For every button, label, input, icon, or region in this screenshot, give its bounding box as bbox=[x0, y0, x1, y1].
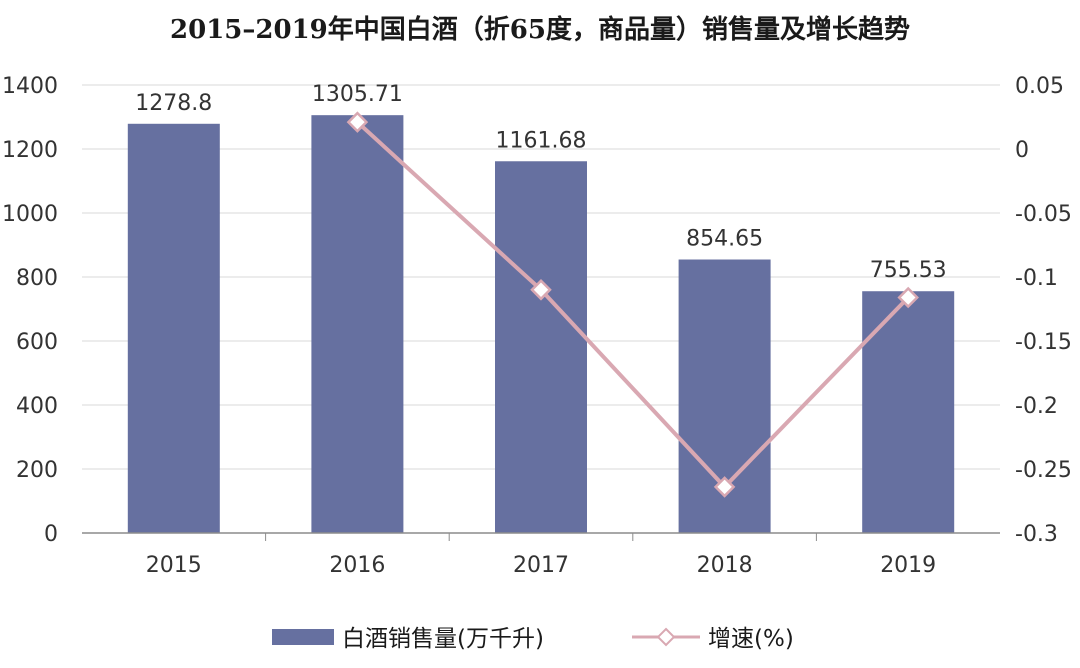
line-point bbox=[530, 279, 552, 301]
bar bbox=[127, 123, 220, 533]
legend-bar-label: 白酒销售量(万千升) bbox=[342, 626, 544, 652]
y-left-tick-label: 1200 bbox=[2, 138, 58, 163]
y-right-tick-label: 0.05 bbox=[1015, 74, 1064, 99]
y-left-tick-label: 1000 bbox=[2, 202, 58, 227]
bar bbox=[862, 291, 955, 533]
y-right-tick-label: -0.2 bbox=[1015, 394, 1058, 419]
y-left-tick-label: 800 bbox=[16, 266, 58, 291]
y-right-tick-label: 0 bbox=[1015, 138, 1029, 163]
x-tick-label: 2017 bbox=[513, 553, 569, 578]
bar-series bbox=[127, 115, 955, 534]
y-right-tick-label: -0.3 bbox=[1015, 522, 1058, 547]
x-tick-label: 2019 bbox=[880, 553, 936, 578]
legend-line-label: 增速(%) bbox=[708, 626, 794, 652]
x-tick-label: 2018 bbox=[697, 553, 753, 578]
line-point bbox=[897, 286, 919, 309]
y-left-tick-label: 0 bbox=[44, 522, 58, 547]
y-right-tick-label: -0.05 bbox=[1015, 202, 1072, 227]
bar bbox=[495, 161, 587, 534]
y-left-tick-label: 600 bbox=[16, 330, 58, 355]
bar bbox=[311, 115, 404, 534]
growth-line bbox=[356, 120, 910, 490]
y-right-tick-label: -0.15 bbox=[1015, 330, 1072, 355]
legend-bar-swatch bbox=[272, 629, 334, 645]
legend-line-marker bbox=[656, 627, 676, 647]
bar-data-label: 1305.71 bbox=[312, 82, 403, 107]
line-point bbox=[713, 476, 736, 498]
x-tick-label: 2015 bbox=[146, 553, 202, 578]
y-right-tick-label: -0.25 bbox=[1015, 458, 1072, 483]
chart-title: 2015–2019年中国白酒（折65度，商品量）销售量及增长趋势 bbox=[170, 14, 910, 45]
bar-data-label: 755.53 bbox=[870, 258, 947, 283]
y-left-tick-label: 400 bbox=[16, 394, 58, 419]
y-right-tick-label: -0.1 bbox=[1015, 266, 1058, 291]
bar-data-label: 1278.8 bbox=[135, 91, 212, 116]
y-axis-right: -0.3 -0.25 -0.2 -0.15 -0.1 -0.05 0 0.05 bbox=[1015, 74, 1072, 547]
x-axis: 2015 2016 2017 2018 2019 bbox=[82, 532, 1000, 578]
y-left-tick-label: 200 bbox=[16, 458, 58, 483]
x-tick-label: 2016 bbox=[329, 553, 385, 578]
line-series bbox=[346, 111, 919, 498]
line-point bbox=[346, 111, 369, 133]
bar-data-labels: 1278.8 1305.71 1161.68 854.65 755.53 bbox=[135, 82, 946, 283]
bar-data-label: 854.65 bbox=[686, 227, 763, 252]
y-axis-left: 0 200 400 600 800 1000 1200 1400 bbox=[2, 74, 58, 547]
bar-data-label: 1161.68 bbox=[496, 128, 587, 153]
legend: 白酒销售量(万千升) 增速(%) bbox=[272, 626, 794, 652]
y-left-tick-label: 1400 bbox=[2, 74, 58, 99]
